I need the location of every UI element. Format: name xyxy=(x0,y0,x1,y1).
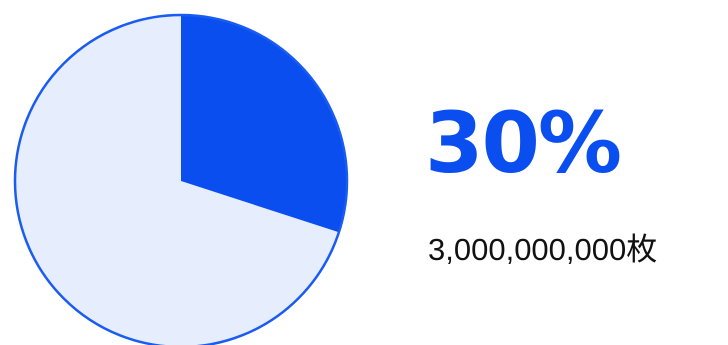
pie-slice-highlight xyxy=(181,15,348,233)
percent-label: 30% xyxy=(425,94,622,192)
pie-slices xyxy=(15,15,348,345)
pie-slice-rest xyxy=(15,15,339,345)
count-label: 3,000,000,000枚 xyxy=(428,232,658,267)
pie-outline xyxy=(13,13,349,345)
pie-chart xyxy=(13,13,349,345)
